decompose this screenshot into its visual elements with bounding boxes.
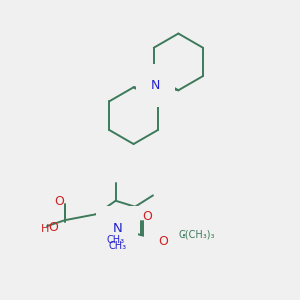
Text: CH₃: CH₃ — [106, 236, 125, 245]
Text: O: O — [48, 220, 58, 233]
Text: N: N — [112, 222, 122, 235]
Text: CH₃: CH₃ — [108, 241, 126, 250]
Text: O: O — [55, 195, 64, 208]
Text: H: H — [141, 81, 149, 91]
Text: H: H — [41, 224, 49, 233]
Text: O: O — [142, 210, 152, 223]
Text: N: N — [151, 79, 160, 92]
Text: O: O — [158, 236, 168, 248]
Text: C(CH₃)₃: C(CH₃)₃ — [178, 229, 214, 239]
